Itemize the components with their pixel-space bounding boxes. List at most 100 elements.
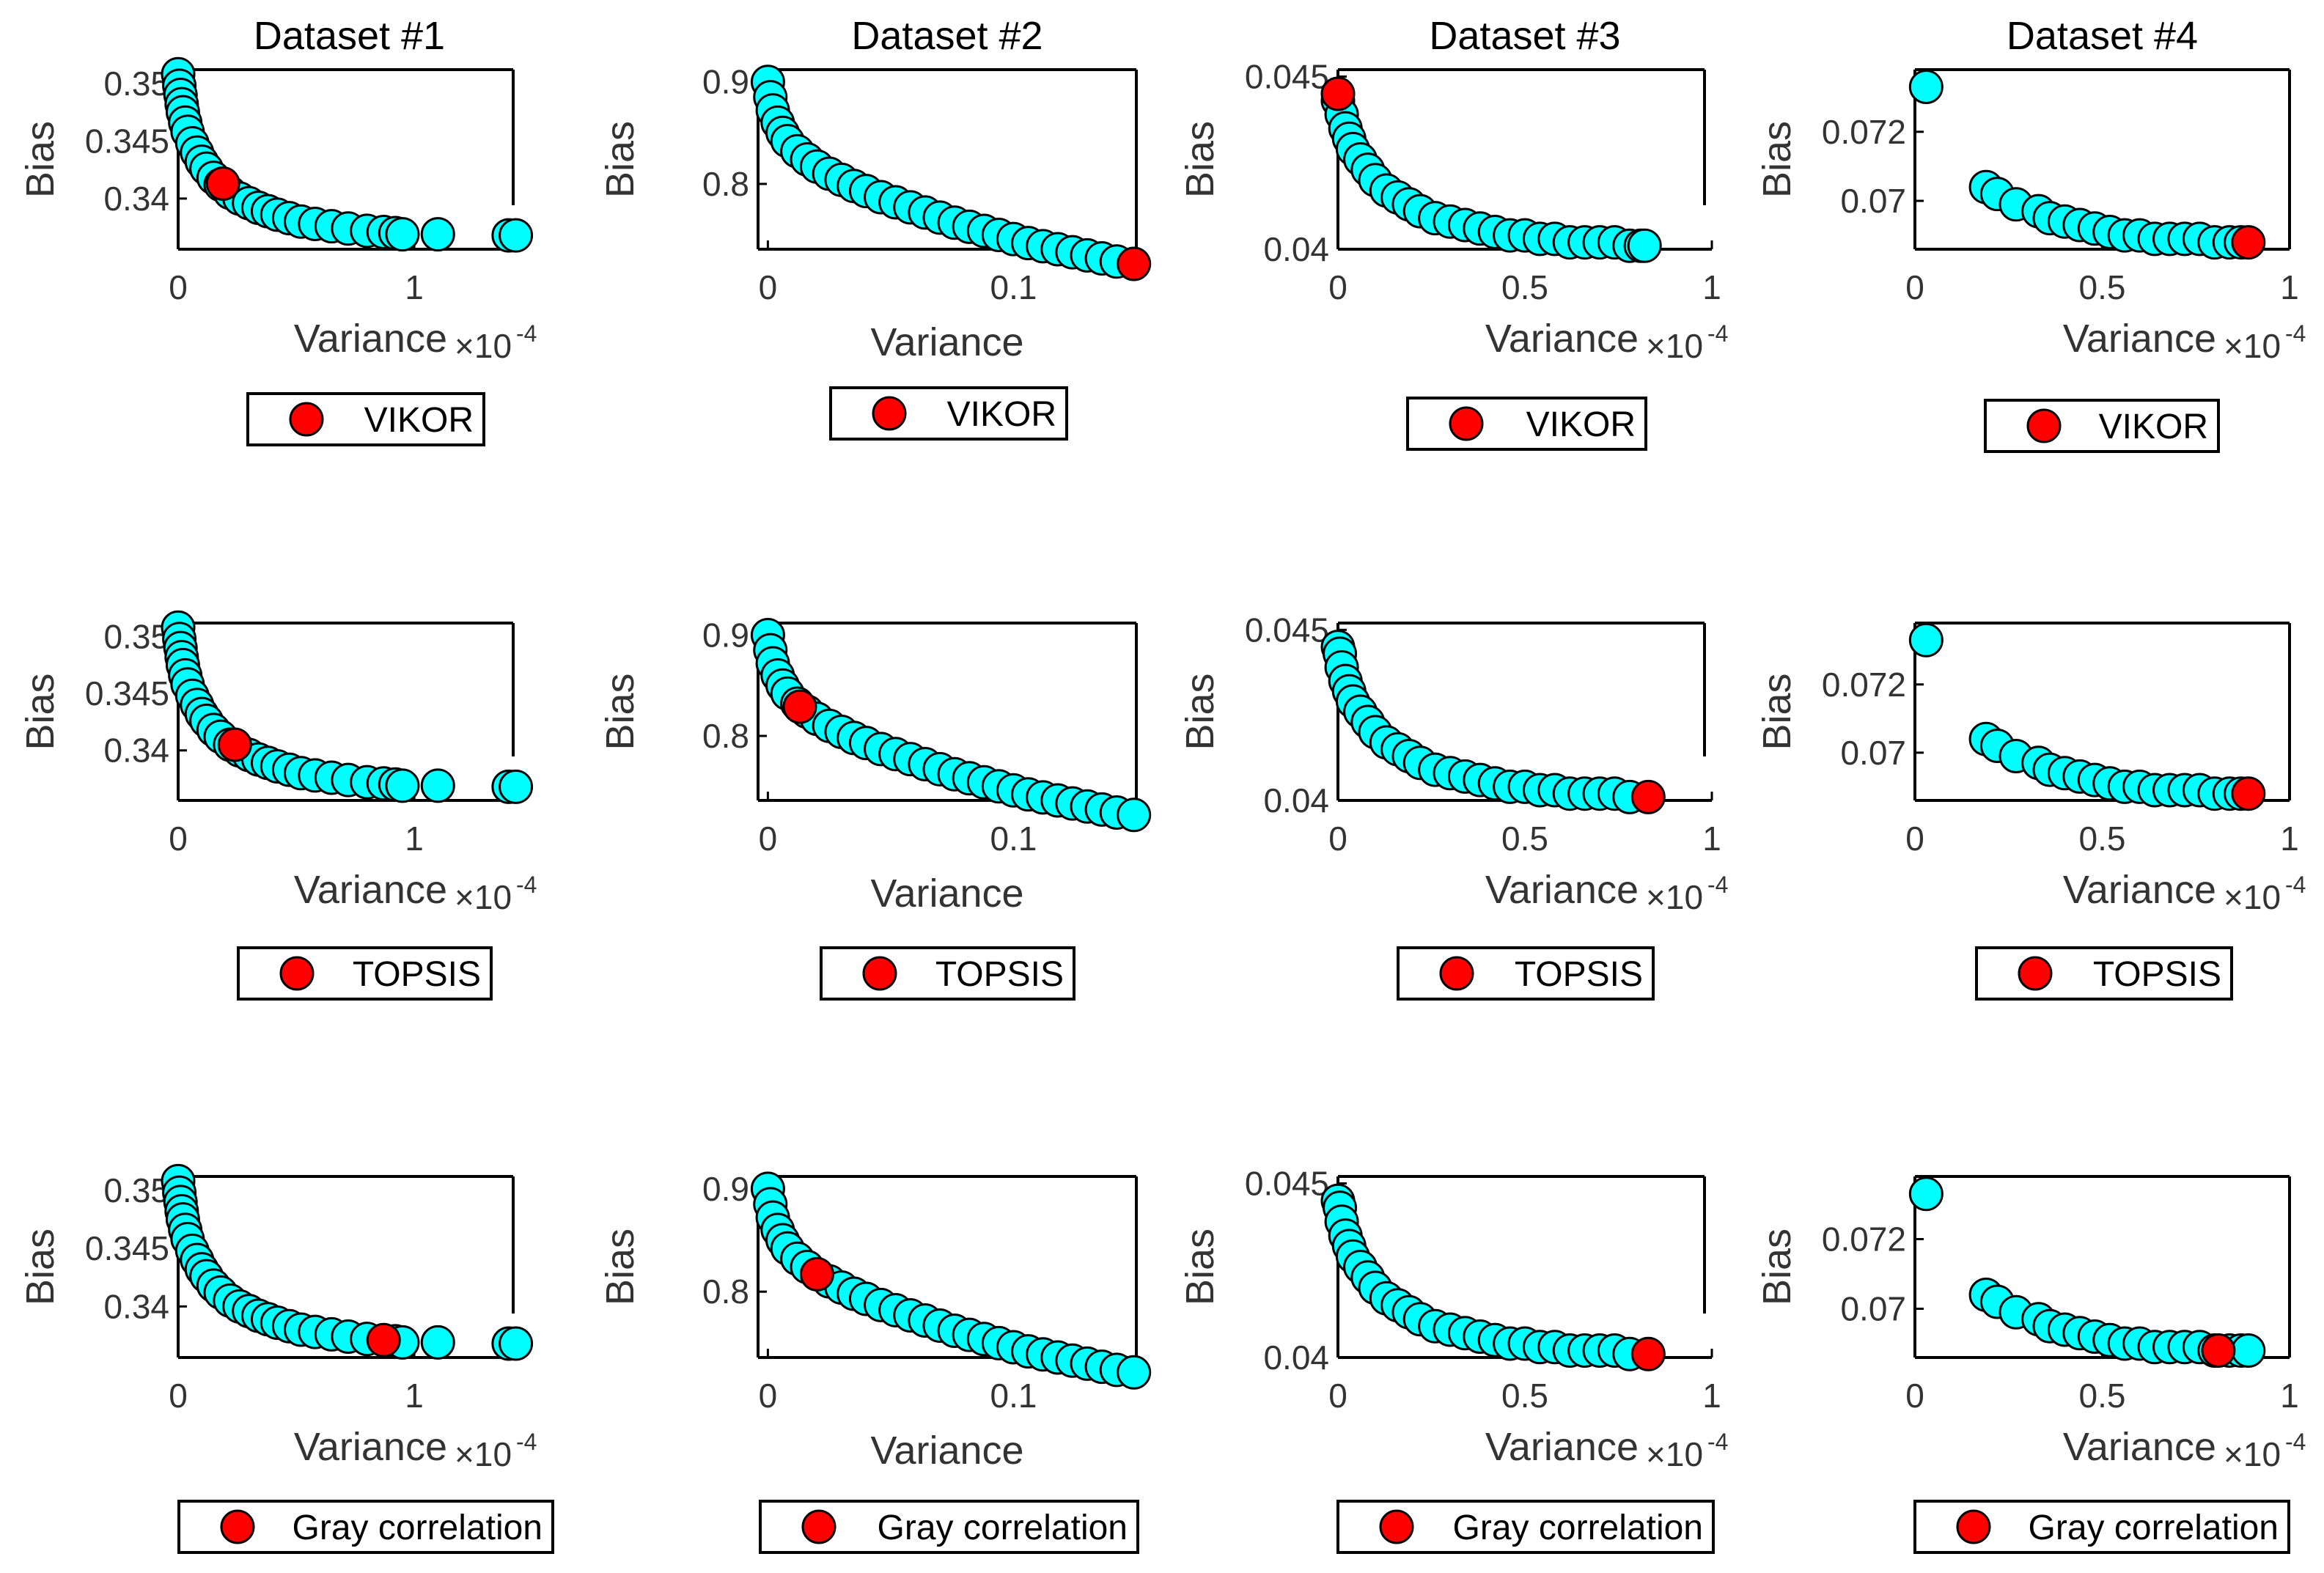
x-tick-label: 0.5 (2079, 1377, 2126, 1415)
legend-marker (220, 1509, 255, 1544)
subplot-title: Dataset #3 (1429, 14, 1620, 58)
selected-point (782, 689, 817, 724)
x-tick-label: 1 (2280, 268, 2299, 306)
y-tick-label: 0.07 (1840, 734, 1906, 772)
x-axis-label: Variance (294, 1425, 447, 1469)
legend-box (829, 386, 1068, 441)
pareto-point (1908, 622, 1944, 657)
legend-marker (801, 1509, 836, 1544)
x-exponent-label: -4 (2285, 872, 2306, 898)
x-exponent-label: -4 (2285, 320, 2306, 347)
legend-box (1406, 397, 1647, 451)
y-tick-label: 0.35 (103, 65, 169, 103)
legend: Gray correlation (759, 1500, 1139, 1554)
y-tick-label: 0.072 (1822, 113, 1906, 151)
y-axis-label: Bias (1178, 1228, 1222, 1305)
legend-label: TOPSIS (1515, 955, 1643, 994)
x-tick-label: 0 (1328, 1377, 1347, 1415)
pareto-point (420, 217, 455, 252)
x-exponent-label: -4 (516, 1429, 537, 1455)
y-tick-label: 0.8 (702, 165, 749, 203)
x-tick-label: 1 (405, 268, 424, 306)
legend-label: Gray correlation (2029, 1508, 2279, 1547)
x-tick-label: 0 (759, 268, 778, 306)
y-tick-label: 0.07 (1840, 182, 1906, 220)
y-axis-label: Bias (1178, 121, 1222, 198)
x-axis-label: Variance (1485, 317, 1639, 361)
y-axis-label: Bias (1755, 673, 1799, 750)
legend-label: Gray correlation (1453, 1508, 1703, 1547)
pareto-point (385, 768, 420, 803)
x-tick-label: 0.5 (2079, 819, 2126, 858)
y-tick-label: 0.35 (103, 618, 169, 656)
legend-box (1397, 946, 1655, 1001)
x-exponent-label: -4 (1707, 320, 1728, 347)
legend: VIKOR (829, 386, 1068, 441)
x-multiplier-label: ×10 (1646, 1435, 1703, 1473)
selected-point (1117, 246, 1152, 281)
x-tick-label: 0 (169, 268, 188, 306)
pareto-point (2231, 1333, 2266, 1368)
x-tick-label: 0 (759, 819, 778, 858)
x-tick-label: 0 (1905, 1377, 1924, 1415)
subplot-r2-c4: 0 0.5 1 0.07 0.072 Bias Variance ×10 -4 TOPSIS (1755, 622, 2306, 1001)
x-tick-label: 0.5 (1501, 819, 1548, 858)
y-axis-label: Bias (1755, 121, 1799, 198)
x-multiplier-label: ×10 (455, 1435, 512, 1473)
y-tick-label: 0.345 (85, 122, 169, 160)
subplot-title: Dataset #4 (2007, 14, 2198, 58)
x-axis-label: Variance (1485, 1425, 1639, 1469)
y-axis-label: Bias (1755, 1228, 1799, 1305)
selected-point (799, 1256, 834, 1292)
legend-label: VIKOR (1526, 405, 1636, 444)
y-tick-label: 0.34 (103, 1287, 169, 1325)
x-tick-label: 1 (1702, 268, 1721, 306)
subplot-r3-c2: 0 0.1 0.8 0.9 Bias Variance Gray correlation (598, 1170, 1152, 1554)
pareto-point (1117, 797, 1152, 833)
legend-marker (1379, 1509, 1414, 1544)
legend-marker (279, 956, 315, 991)
selected-point (1630, 779, 1666, 814)
pareto-point (385, 217, 420, 252)
legend-label: Gray correlation (878, 1508, 1128, 1547)
selected-point (2231, 776, 2266, 811)
y-tick-label: 0.8 (702, 717, 749, 755)
x-axis-label: Variance (2063, 317, 2216, 361)
legend-marker (289, 402, 324, 437)
legend-label: Gray correlation (293, 1508, 543, 1547)
y-tick-label: 0.345 (85, 1229, 169, 1267)
y-axis-label: Bias (598, 673, 642, 750)
legend-label: TOPSIS (935, 955, 1064, 994)
subplot-r1-c3: 0 0.5 1 0.04 0.045 Bias Variance ×10 -4 Dataset #… (1178, 14, 1728, 451)
selected-point (1320, 76, 1356, 111)
y-tick-label: 0.9 (702, 1170, 749, 1208)
x-multiplier-label: ×10 (1646, 878, 1703, 916)
legend-marker (1956, 1509, 1991, 1544)
selected-point (1630, 1336, 1666, 1371)
x-tick-label: 0 (169, 1377, 188, 1415)
y-axis-label: Bias (18, 1228, 62, 1305)
pareto-point (420, 768, 455, 803)
selected-point (2201, 1333, 2236, 1368)
x-tick-label: 1 (2280, 819, 2299, 858)
subplot-title: Dataset #1 (254, 14, 445, 58)
x-exponent-label: -4 (516, 320, 537, 347)
x-exponent-label: -4 (516, 872, 537, 898)
y-tick-label: 0.9 (702, 63, 749, 101)
x-axis-label: Variance (2063, 1425, 2216, 1469)
y-tick-label: 0.9 (702, 616, 749, 655)
x-tick-label: 0.5 (2079, 268, 2126, 306)
x-tick-label: 0.1 (990, 268, 1037, 306)
subplot-title: Dataset #2 (851, 14, 1043, 58)
pareto-point (499, 769, 534, 804)
x-multiplier-label: ×10 (2224, 878, 2281, 916)
y-tick-label: 0.045 (1245, 57, 1329, 95)
subplot-r1-c1: 0 1 0.34 0.345 0.35 Bias Variance ×10 -4 Dataset … (18, 14, 537, 446)
legend: VIKOR (246, 392, 485, 446)
x-axis-label: Variance (294, 317, 447, 361)
x-tick-label: 0 (169, 819, 188, 858)
selected-point (2231, 225, 2266, 260)
selected-point (205, 166, 240, 201)
subplot-r1-c4: 0 0.5 1 0.07 0.072 Bias Variance ×10 -4 Dataset #… (1755, 14, 2306, 453)
legend-marker (1449, 406, 1484, 441)
